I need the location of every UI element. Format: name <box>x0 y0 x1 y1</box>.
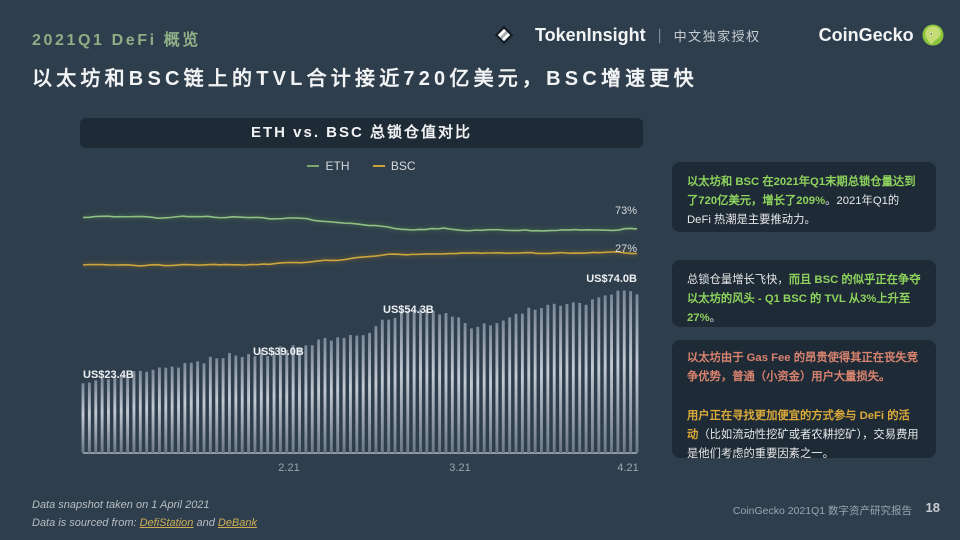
svg-text:US$39.0B: US$39.0B <box>253 346 304 358</box>
svg-text:US$23.4B: US$23.4B <box>83 369 134 381</box>
svg-text:US$54.3B: US$54.3B <box>383 304 434 316</box>
svg-text:3.21: 3.21 <box>449 462 470 474</box>
svg-text:2.21: 2.21 <box>278 462 299 474</box>
svg-text:4.21: 4.21 <box>617 462 638 474</box>
svg-text:US$74.0B: US$74.0B <box>586 273 637 285</box>
svg-text:27%: 27% <box>615 243 637 255</box>
svg-text:73%: 73% <box>615 205 637 217</box>
